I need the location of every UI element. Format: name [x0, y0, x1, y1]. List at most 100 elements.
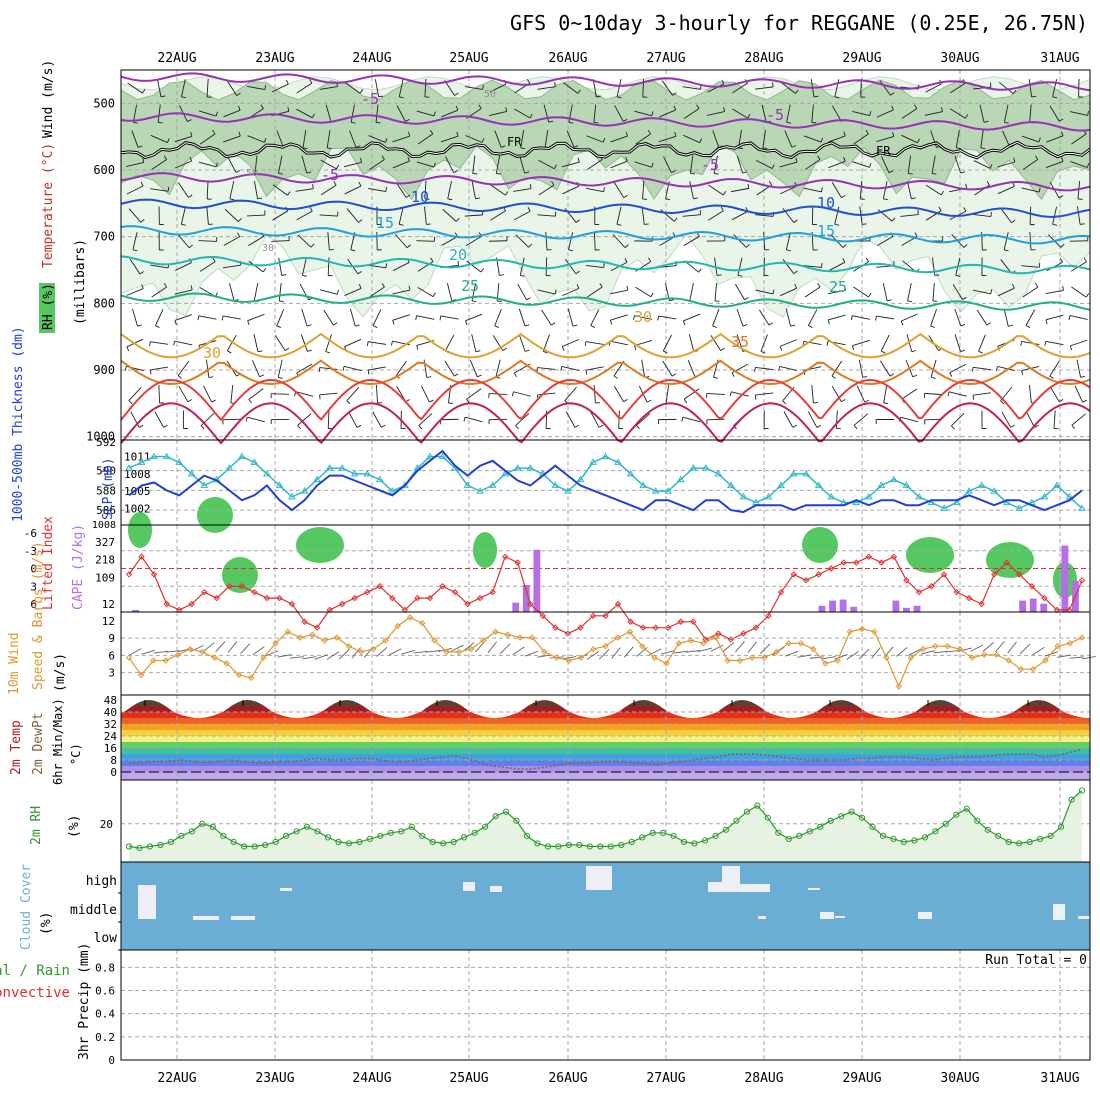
wind-barb-flag	[990, 289, 993, 294]
wind-barb	[346, 387, 360, 401]
wind-barb	[635, 286, 652, 298]
rh2m-point	[764, 814, 771, 821]
date-label-top: 31AUG	[1040, 51, 1079, 66]
wind-barb-flag	[238, 131, 241, 137]
wind-barb-flag	[990, 212, 992, 217]
wind-barb	[156, 79, 162, 97]
wind-barb-flag	[747, 114, 751, 119]
wind-barb	[565, 411, 576, 428]
wind-barb-flag	[312, 184, 314, 189]
rh-legend-swatch	[39, 283, 55, 333]
wind-barb	[272, 210, 289, 221]
cloud-level-label: middle	[70, 903, 117, 918]
wind-barb	[585, 264, 604, 269]
wind-barb-flag	[235, 169, 241, 173]
isotherm-label: 15	[376, 214, 394, 232]
wind-barb	[350, 104, 355, 123]
wind-barb	[325, 104, 332, 123]
li-point	[313, 624, 321, 631]
wind-barb-flag	[215, 111, 218, 117]
wind-barb	[320, 184, 337, 196]
cape-tick-label: 327	[95, 536, 115, 549]
wind-speed-point	[1017, 665, 1025, 673]
cape-bar	[850, 606, 858, 612]
wind-barb-flag	[141, 284, 144, 289]
isotherm-label: -5	[701, 156, 719, 174]
wind-barb-flag	[302, 147, 308, 150]
li-tick-label: -6	[24, 527, 37, 540]
wind-barb-flag	[190, 285, 193, 291]
wind-speed-point	[724, 657, 731, 664]
slp-point	[676, 475, 685, 483]
wind-barb-flag	[526, 297, 531, 301]
wind-speed-point	[1005, 657, 1012, 664]
wind-barb	[465, 235, 482, 247]
wind10m-barb	[314, 654, 329, 660]
wind-barb	[344, 338, 362, 348]
slp-point	[1065, 492, 1074, 500]
wind-barb-flag	[865, 257, 870, 262]
wind-speed-point	[357, 648, 365, 656]
wind-barb-flag	[307, 349, 312, 352]
rh2m-point	[838, 813, 845, 820]
wind-barb-flag	[455, 217, 460, 222]
wind-barb-flag	[1085, 293, 1090, 298]
wind-speed-point	[956, 645, 964, 653]
wind-barb-flag	[384, 138, 388, 143]
wind-barb-flag	[306, 324, 312, 327]
wind-barb-flag	[1061, 131, 1064, 136]
wind-barb-flag	[723, 107, 726, 112]
li-point	[740, 630, 747, 637]
slp-point	[375, 475, 384, 483]
date-label-bottom: 26AUG	[548, 1071, 587, 1086]
wind10m-barb	[326, 651, 340, 660]
rh2m-point	[1016, 840, 1023, 847]
wind-barb-flag	[648, 257, 652, 262]
slp-point	[890, 475, 898, 483]
wind-barb	[223, 109, 241, 118]
wind-barb	[131, 130, 139, 148]
wind-barb-flag	[407, 131, 411, 137]
slp-point	[237, 452, 246, 460]
rh2m-point	[461, 834, 468, 841]
slp-point	[150, 452, 158, 460]
wind-barb-flag	[212, 257, 216, 262]
wind-barb-flag	[625, 156, 628, 162]
wind-barb	[755, 86, 774, 90]
wind-barb	[424, 78, 427, 98]
wind-speed-point	[443, 648, 450, 656]
wind-barb	[424, 206, 427, 225]
li-point	[890, 553, 898, 560]
wind-barb-flag	[528, 243, 533, 248]
wind-barb	[174, 160, 192, 169]
wind-barb-flag	[865, 129, 869, 135]
slp-point	[488, 481, 497, 488]
wind-barb	[858, 359, 864, 378]
rh2m-point	[398, 828, 405, 835]
isotherm-line	[120, 198, 1091, 218]
wind-barb-flag	[842, 258, 846, 263]
wind-barb-flag	[358, 181, 362, 187]
isotherm-line	[120, 72, 1091, 92]
wind-barb	[320, 159, 337, 170]
wind-barb	[731, 210, 749, 221]
wind-barb-flag	[477, 374, 482, 378]
wind-barb	[154, 411, 164, 428]
isotherm-label: 20	[449, 246, 467, 264]
wind-barb	[779, 339, 797, 347]
rh2m-point	[356, 838, 363, 846]
pressure-tick-label: 700	[93, 230, 115, 244]
wind-barb	[737, 257, 743, 276]
wind-barb-flag	[1052, 96, 1058, 99]
wind-barb-flag	[1004, 121, 1009, 124]
wind-speed-point	[1066, 640, 1073, 647]
wind-barb	[227, 156, 237, 173]
slp-point	[940, 504, 948, 511]
slp-tick-label: 1008	[124, 468, 151, 481]
wind-barb-flag	[681, 417, 684, 422]
wind-barb	[731, 391, 749, 397]
wind-barb	[900, 416, 919, 423]
li-point	[928, 583, 935, 590]
wind-barb	[566, 130, 575, 148]
rh2m-point	[387, 829, 394, 836]
